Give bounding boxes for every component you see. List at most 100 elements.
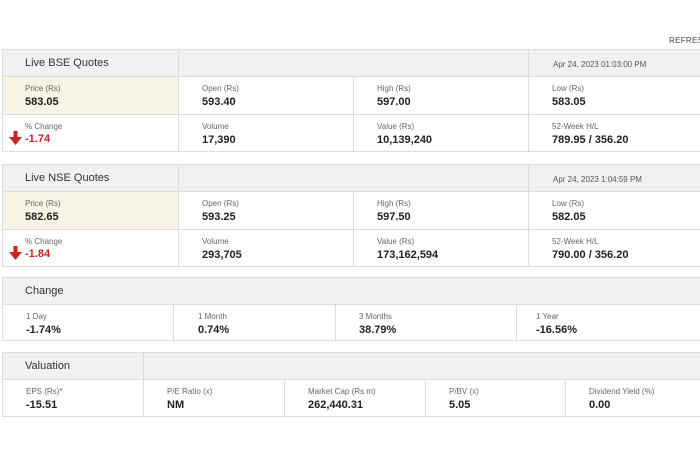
nse-change-value: -1.84 (25, 248, 51, 260)
nse-quotes-title: Live NSE Quotes (25, 172, 110, 184)
divider (178, 50, 179, 76)
valuation-row: EPS (Rs)* -15.51 P/E Ratio (x) NM Market… (3, 380, 700, 417)
change-header: Change (3, 278, 700, 305)
nse-quotes-panel: Live NSE Quotes Apr 24, 2023 1:04:59 PM … (2, 164, 700, 267)
bse-quotes-header: Live BSE Quotes Apr 24, 2023 01:03:00 PM (3, 50, 700, 77)
bse-high-label: High (Rs) (377, 84, 411, 93)
nse-change-label: % Change (25, 237, 63, 246)
bse-change-label: % Change (25, 122, 63, 131)
nse-high-cell: High (Rs) 597.50 (354, 192, 528, 229)
nse-open-label: Open (Rs) (202, 199, 239, 208)
bse-quotes-title: Live BSE Quotes (25, 57, 109, 69)
bse-price-cell: Price (Rs) 583.05 (3, 77, 178, 114)
change-1year-value: -16.56% (536, 324, 577, 336)
change-title: Change (25, 285, 64, 297)
change-row: 1 Day -1.74% 1 Month 0.74% 3 Months 38.7… (3, 305, 700, 342)
change-3months-value: 38.79% (359, 324, 397, 336)
change-1month-value: 0.74% (198, 324, 230, 336)
bse-low-value: 583.05 (552, 96, 586, 108)
nse-price-label: Price (Rs) (25, 199, 61, 208)
change-1year-cell: 1 Year -16.56% (517, 305, 700, 342)
nse-high-value: 597.50 (377, 211, 411, 223)
bse-high-value: 597.00 (377, 96, 411, 108)
arrow-down-icon (9, 246, 22, 260)
nse-volume-value: 293,705 (202, 249, 242, 261)
change-1month-label: 1 Month (198, 312, 227, 321)
valuation-pe-value: NM (167, 399, 185, 411)
nse-low-value: 582.05 (552, 211, 586, 223)
valuation-mcap-value: 262,440.31 (308, 399, 364, 411)
nse-low-cell: Low (Rs) 582.05 (529, 192, 700, 229)
bse-price-value: 583.05 (25, 96, 59, 108)
bse-volume-cell: Volume 17,390 (179, 115, 353, 152)
change-1year-label: 1 Year (536, 312, 559, 321)
change-1month-cell: 1 Month 0.74% (174, 305, 335, 342)
nse-low-label: Low (Rs) (552, 199, 585, 208)
valuation-pe-label: P/E Ratio (x) (167, 387, 213, 396)
nse-price-row: Price (Rs) 582.65 Open (Rs) 593.25 High … (3, 192, 700, 229)
valuation-panel: Valuation EPS (Rs)* -15.51 P/E Ratio (x)… (2, 352, 700, 417)
nse-value-value: 173,162,594 (377, 249, 439, 261)
bse-timestamp: Apr 24, 2023 01:03:00 PM (553, 60, 647, 69)
bse-value-cell: Value (Rs) 10,139,240 (354, 115, 528, 152)
nse-value-cell: Value (Rs) 173,162,594 (354, 230, 528, 267)
valuation-pbv-cell: P/BV (x) 5.05 (426, 380, 565, 417)
nse-high-label: High (Rs) (377, 199, 411, 208)
valuation-eps-value: -15.51 (26, 399, 58, 411)
bse-open-cell: Open (Rs) 593.40 (179, 77, 353, 114)
nse-volume-cell: Volume 293,705 (179, 230, 353, 267)
change-1day-cell: 1 Day -1.74% (3, 305, 173, 342)
valuation-pbv-value: 5.05 (449, 399, 471, 411)
bse-volume-value: 17,390 (202, 134, 236, 146)
change-3months-label: 3 Months (359, 312, 392, 321)
bse-price-label: Price (Rs) (25, 84, 61, 93)
valuation-dividend-value: 0.00 (589, 399, 611, 411)
bse-open-value: 593.40 (202, 96, 236, 108)
divider (528, 50, 529, 76)
nse-volume-label: Volume (202, 237, 229, 246)
bse-open-label: Open (Rs) (202, 84, 239, 93)
bse-low-label: Low (Rs) (552, 84, 585, 93)
nse-change-cell: % Change -1.84 (3, 230, 178, 267)
bse-value-value: 10,139,240 (377, 134, 433, 146)
nse-price-value: 582.65 (25, 211, 59, 223)
bse-52week-value: 789.95 / 356.20 (552, 134, 629, 146)
change-3months-cell: 3 Months 38.79% (336, 305, 516, 342)
change-1day-label: 1 Day (26, 312, 47, 321)
refresh-button[interactable]: REFRESH (669, 36, 700, 45)
bse-volume-label: Volume (202, 122, 229, 131)
change-1day-value: -1.74% (26, 324, 61, 336)
valuation-title: Valuation (25, 360, 71, 372)
valuation-pbv-label: P/BV (x) (449, 387, 479, 396)
valuation-pe-cell: P/E Ratio (x) NM (144, 380, 284, 417)
nse-quotes-header: Live NSE Quotes Apr 24, 2023 1:04:59 PM (3, 165, 700, 192)
bse-change-cell: % Change -1.74 (3, 115, 178, 152)
nse-52week-label: 52-Week H/L (552, 237, 599, 246)
nse-52week-cell: 52-Week H/L 790.00 / 356.20 (529, 230, 700, 267)
bse-high-cell: High (Rs) 597.00 (354, 77, 528, 114)
arrow-down-icon (9, 131, 22, 145)
valuation-header: Valuation (3, 353, 700, 380)
nse-price-cell: Price (Rs) 582.65 (3, 192, 178, 229)
valuation-eps-label: EPS (Rs)* (26, 387, 63, 396)
nse-52week-value: 790.00 / 356.20 (552, 249, 629, 261)
bse-value-label: Value (Rs) (377, 122, 415, 131)
valuation-mcap-label: Market Cap (Rs m) (308, 387, 376, 396)
nse-open-cell: Open (Rs) 593.25 (179, 192, 353, 229)
bse-change-value: -1.74 (25, 133, 51, 145)
valuation-eps-cell: EPS (Rs)* -15.51 (3, 380, 143, 417)
valuation-dividend-cell: Dividend Yield (%) 0.00 (566, 380, 700, 417)
bse-price-row: Price (Rs) 583.05 Open (Rs) 593.40 High … (3, 77, 700, 114)
bse-quotes-panel: Live BSE Quotes Apr 24, 2023 01:03:00 PM… (2, 49, 700, 152)
nse-timestamp: Apr 24, 2023 1:04:59 PM (553, 175, 642, 184)
bse-low-cell: Low (Rs) 583.05 (529, 77, 700, 114)
bse-52week-cell: 52-Week H/L 789.95 / 356.20 (529, 115, 700, 152)
nse-value-label: Value (Rs) (377, 237, 415, 246)
bse-stats-row: % Change -1.74 Volume 17,390 Value (Rs) … (3, 115, 700, 152)
nse-open-value: 593.25 (202, 211, 236, 223)
valuation-dividend-label: Dividend Yield (%) (589, 387, 655, 396)
nse-stats-row: % Change -1.84 Volume 293,705 Value (Rs)… (3, 230, 700, 267)
bse-52week-label: 52-Week H/L (552, 122, 599, 131)
valuation-mcap-cell: Market Cap (Rs m) 262,440.31 (285, 380, 425, 417)
change-panel: Change 1 Day -1.74% 1 Month 0.74% 3 Mont… (2, 277, 700, 342)
